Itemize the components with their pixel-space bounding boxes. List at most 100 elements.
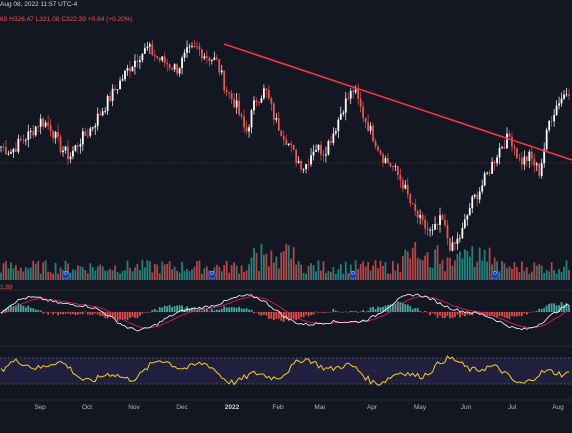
volume-bar xyxy=(171,269,174,280)
candle-body xyxy=(451,242,454,251)
macd-hist-bar xyxy=(416,308,419,312)
candle-body xyxy=(153,55,156,57)
macd-hist-bar xyxy=(449,312,451,319)
x-tick-mar: Mar xyxy=(314,404,326,411)
volume-bar xyxy=(116,272,119,280)
candle-body xyxy=(424,219,427,229)
candle-body xyxy=(146,46,149,49)
volume-bar xyxy=(280,252,283,280)
candle-body xyxy=(47,122,50,125)
volume-bar xyxy=(96,266,99,280)
candle-body xyxy=(5,146,7,155)
volume-bar xyxy=(434,249,436,280)
volume-bar xyxy=(334,273,337,280)
candle-body xyxy=(141,53,144,61)
macd-hist-bar xyxy=(22,305,25,312)
macd-hist-bar xyxy=(210,308,213,312)
candle-body xyxy=(14,148,17,152)
macd-hist-bar xyxy=(513,312,516,317)
macd-hist-bar xyxy=(310,312,312,316)
x-tick-oct: Oct xyxy=(81,404,93,411)
candle-body xyxy=(463,219,466,228)
candle-body xyxy=(441,215,444,220)
volume-bar xyxy=(297,261,300,280)
volume-bar xyxy=(389,273,392,280)
candle-body xyxy=(359,98,362,107)
macd-hist-bar xyxy=(538,308,541,312)
volume-bar xyxy=(545,270,548,280)
macd-hist-bar xyxy=(424,310,427,312)
volume-bar xyxy=(347,273,350,280)
macd-hist-bar xyxy=(327,312,330,313)
candle-body xyxy=(525,156,528,161)
candle-body xyxy=(143,48,146,54)
volume-bar xyxy=(94,270,97,280)
macd-hist-bar xyxy=(555,305,558,312)
volume-bar xyxy=(161,261,164,280)
volume-bar xyxy=(401,256,404,280)
volume-bar xyxy=(476,261,479,280)
volume-bar xyxy=(230,265,233,280)
macd-hist-bar xyxy=(525,312,528,315)
volume-bar xyxy=(267,266,270,280)
volume-bar xyxy=(287,245,290,280)
dividend-event-icon[interactable]: D xyxy=(208,271,216,279)
macd-hist-bar xyxy=(508,312,511,319)
volume-bar xyxy=(52,273,54,280)
candle-body xyxy=(49,124,52,132)
x-tick-apr: Apr xyxy=(366,404,378,411)
candle-body xyxy=(245,127,248,132)
candle-body xyxy=(74,145,77,151)
volume-bar xyxy=(27,268,30,280)
candle-body xyxy=(337,119,340,132)
candle-body xyxy=(511,136,513,147)
volume-bar xyxy=(439,263,441,280)
candle-body xyxy=(312,151,315,156)
macd-hist-bar xyxy=(191,307,193,312)
macd-hist-bar xyxy=(367,310,369,312)
candle-body xyxy=(178,68,181,74)
candle-body xyxy=(253,100,255,111)
macd-hist-bar xyxy=(17,303,20,312)
volume-bar xyxy=(550,262,553,280)
macd-hist-bar xyxy=(404,304,407,312)
volume-bar xyxy=(295,264,298,280)
volume-bar xyxy=(228,272,231,280)
candle-body xyxy=(158,58,161,61)
volume-bar xyxy=(379,260,382,280)
macd-hist-bar xyxy=(342,312,345,313)
volume-bar xyxy=(173,266,176,280)
trendline xyxy=(223,43,572,161)
volume-bar xyxy=(146,260,149,280)
volume-bar xyxy=(129,267,131,280)
volume-bar xyxy=(104,270,107,280)
macd-hist-bar xyxy=(280,312,283,321)
volume-bar xyxy=(538,264,541,280)
macd-hist-bar xyxy=(409,306,412,312)
volume-bar xyxy=(203,268,206,280)
dividend-event-icon[interactable]: D xyxy=(62,271,70,279)
dividend-event-icon[interactable]: D xyxy=(491,271,499,279)
macd-hist-bar xyxy=(545,305,548,312)
macd-hist-bar xyxy=(245,308,248,312)
volume-bar xyxy=(193,266,196,280)
volume-bar xyxy=(12,268,15,280)
candle-body xyxy=(44,122,47,127)
volume-bar xyxy=(57,273,59,280)
volume-bar xyxy=(99,264,102,280)
candle-body xyxy=(384,158,387,163)
candle-body xyxy=(530,151,533,159)
macd-signal-line xyxy=(0,296,570,328)
candle-body xyxy=(42,118,45,127)
x-tick-sep: Sep xyxy=(34,404,46,411)
macd-hist-bar xyxy=(419,311,422,312)
macd-hist-bar xyxy=(387,305,389,312)
volume-bar xyxy=(59,267,62,280)
macd-hist-bar xyxy=(126,312,129,321)
dividend-event-icon[interactable]: D xyxy=(349,271,357,279)
candle-body xyxy=(565,94,568,96)
macd-hist-bar xyxy=(372,306,374,312)
macd-hist-bar xyxy=(151,310,154,312)
macd-hist-bar xyxy=(47,312,50,315)
